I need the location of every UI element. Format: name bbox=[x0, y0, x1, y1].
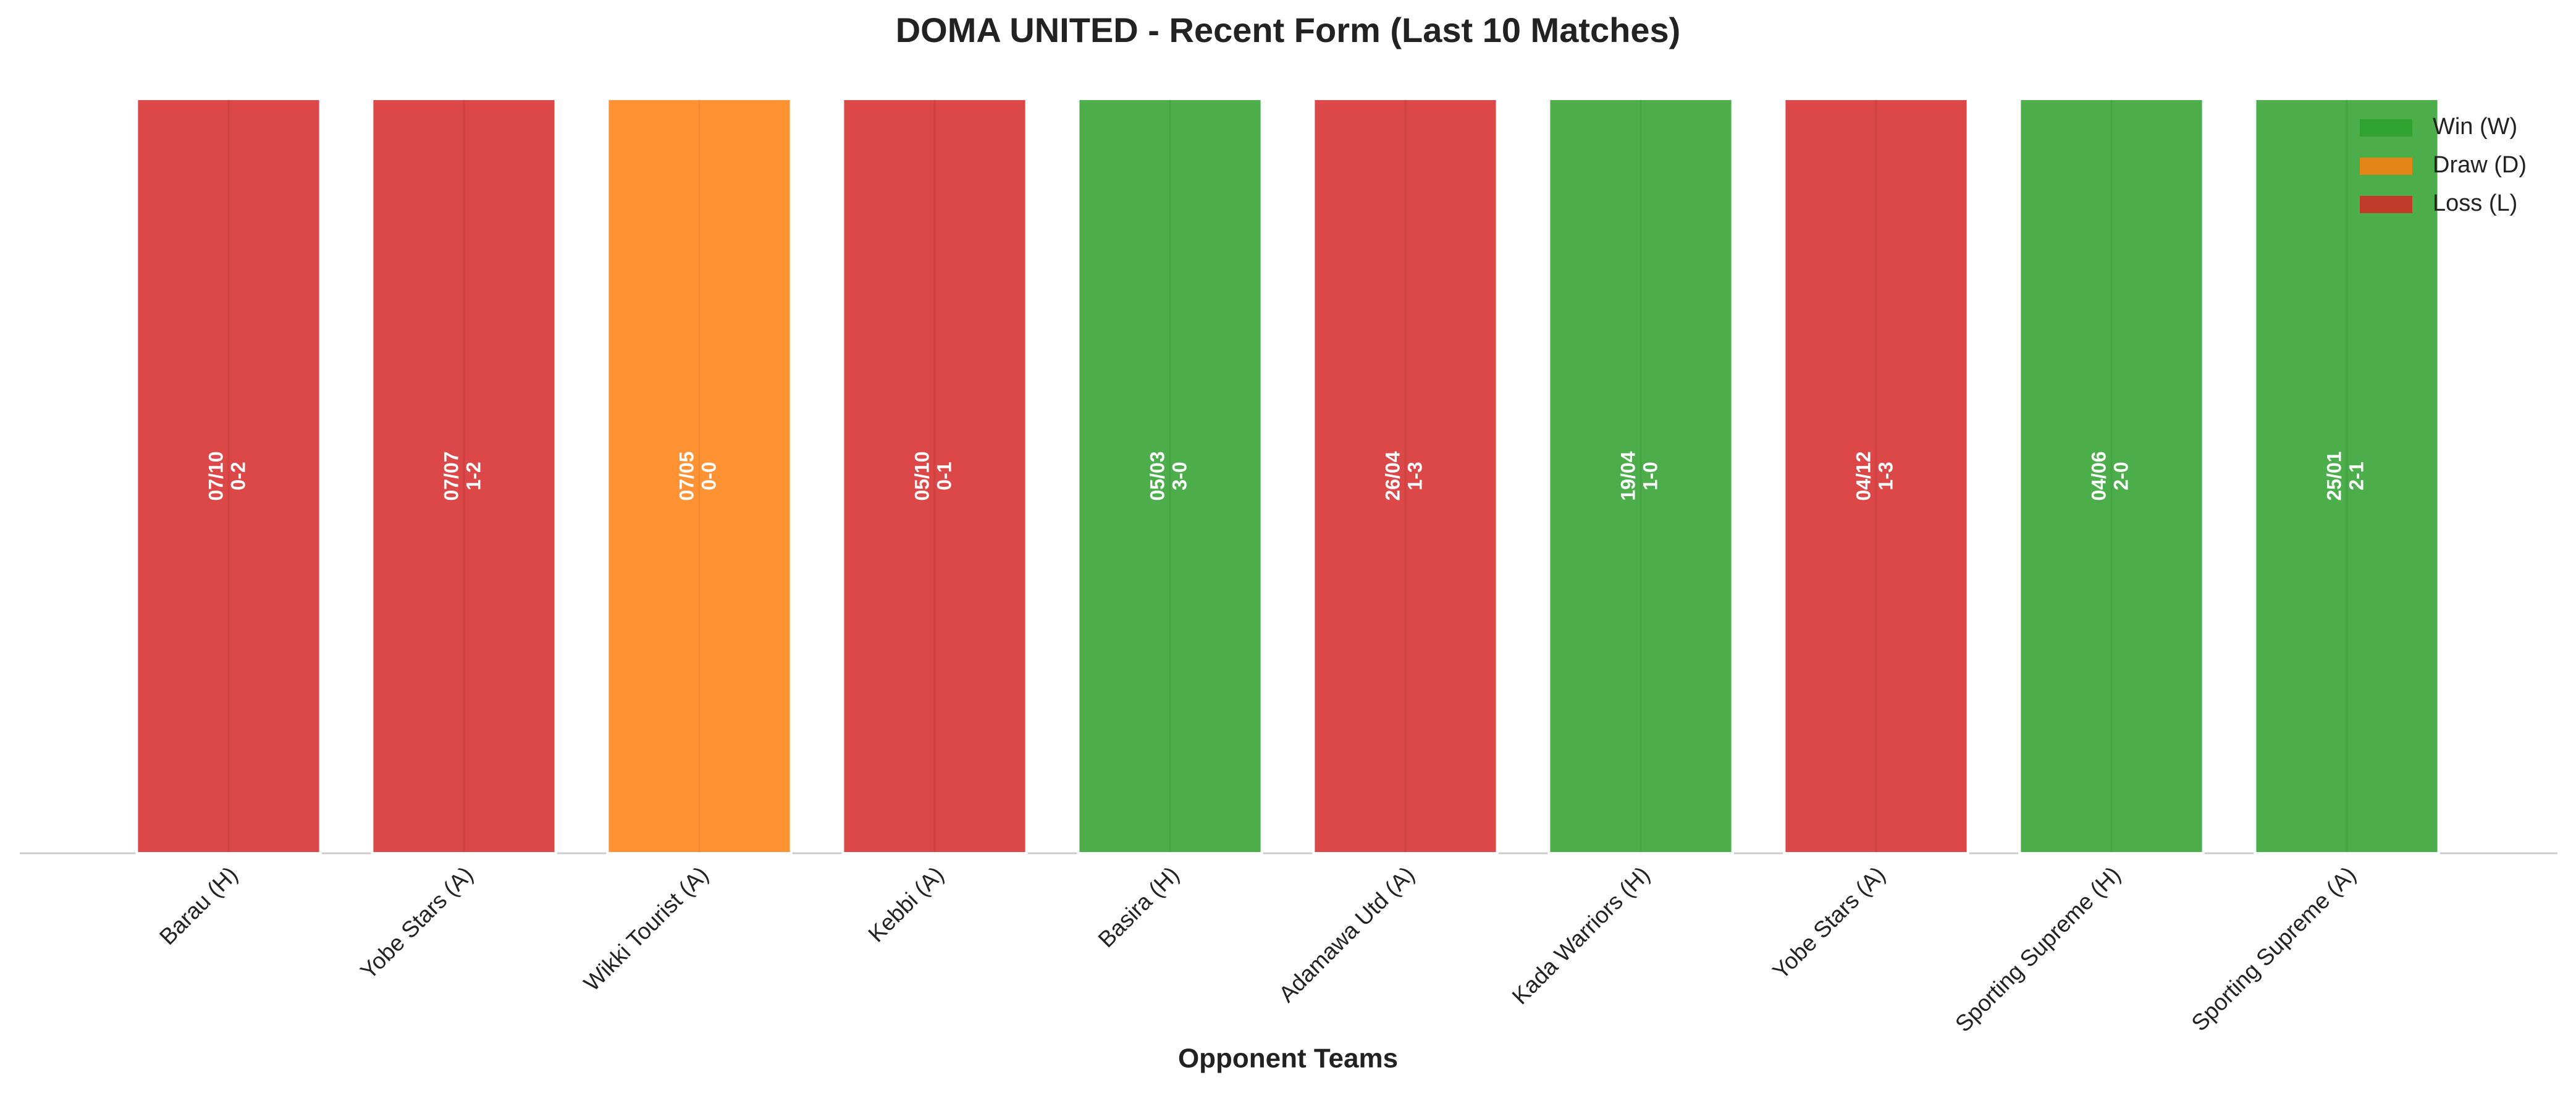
x-tick-label: Yobe Stars (A) bbox=[355, 862, 478, 984]
bar-score-label: 1-3 bbox=[1404, 462, 1426, 490]
bar-date-label: 07/10 bbox=[204, 451, 227, 500]
chart-title: DOMA UNITED - Recent Form (Last 10 Match… bbox=[896, 11, 1681, 49]
bar-date-label: 04/12 bbox=[1852, 451, 1874, 500]
x-tick-label: Wikki Tourist (A) bbox=[579, 862, 713, 996]
bar-score-label: 2-1 bbox=[2345, 462, 2367, 490]
x-tick-label: Yobe Stars (A) bbox=[1767, 862, 1890, 984]
bar-score-label: 1-3 bbox=[1874, 462, 1896, 490]
x-tick-label: Basira (H) bbox=[1093, 862, 1184, 953]
bar-date-label: 04/06 bbox=[2087, 451, 2110, 500]
bar bbox=[2018, 98, 2205, 855]
x-tick-label: Kebbi (A) bbox=[864, 862, 949, 947]
bar bbox=[2254, 98, 2440, 855]
bar-date-label: 07/07 bbox=[440, 451, 462, 500]
bar bbox=[371, 98, 557, 855]
bar bbox=[1547, 98, 1734, 855]
bar-date-label: 05/10 bbox=[911, 451, 933, 500]
bar-score-label: 0-2 bbox=[227, 462, 249, 490]
bar-date-label: 07/05 bbox=[675, 451, 697, 500]
x-axis-label: Opponent Teams bbox=[1178, 1044, 1398, 1074]
bar bbox=[1077, 98, 1263, 855]
bar bbox=[135, 98, 322, 855]
bar bbox=[606, 98, 793, 855]
bar bbox=[1783, 98, 1969, 855]
bar-date-label: 19/04 bbox=[1617, 451, 1639, 500]
x-tick-label: Sporting Supreme (A) bbox=[2187, 862, 2361, 1036]
x-tick-label: Adamawa Utd (A) bbox=[1274, 862, 1419, 1007]
x-tick-label: Kada Warriors (H) bbox=[1507, 862, 1655, 1010]
bar-score-label: 2-0 bbox=[2110, 462, 2132, 490]
bar bbox=[841, 98, 1028, 855]
legend-swatch bbox=[2360, 119, 2412, 137]
legend-swatch bbox=[2360, 196, 2412, 213]
bar-date-label: 26/04 bbox=[1381, 451, 1404, 500]
bar-score-label: 0-1 bbox=[933, 462, 955, 490]
legend-label: Loss (L) bbox=[2433, 190, 2517, 216]
legend-label: Win (W) bbox=[2433, 114, 2517, 140]
legend-label: Draw (D) bbox=[2433, 152, 2527, 178]
x-tick-label: Barau (H) bbox=[154, 862, 242, 950]
bar-score-label: 3-0 bbox=[1168, 462, 1190, 490]
bar-score-label: 1-0 bbox=[1639, 462, 1661, 490]
x-tick-label: Sporting Supreme (H) bbox=[1950, 862, 2125, 1037]
bar-date-label: 05/03 bbox=[1146, 451, 1168, 500]
bar-score-label: 1-2 bbox=[462, 462, 484, 490]
legend-swatch bbox=[2360, 158, 2412, 175]
bar-date-label: 25/01 bbox=[2323, 451, 2345, 500]
bar-score-label: 0-0 bbox=[697, 462, 720, 490]
bar bbox=[1312, 98, 1499, 855]
